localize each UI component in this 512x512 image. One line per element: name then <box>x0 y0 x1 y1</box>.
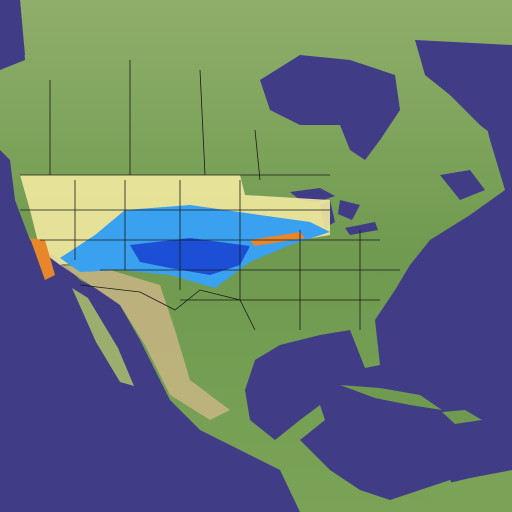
province-borders <box>49 60 261 181</box>
labrador-sea <box>415 40 512 150</box>
arctic-water <box>0 0 25 65</box>
borders <box>20 60 400 331</box>
hispaniola <box>442 410 482 424</box>
hudson-bay <box>260 55 400 160</box>
cuba <box>340 385 442 410</box>
baja-california <box>72 288 134 386</box>
gulf-of-st-lawrence <box>440 170 485 200</box>
snow-deep <box>130 238 250 275</box>
desert-southwest <box>60 265 230 420</box>
south-america <box>420 470 512 512</box>
snow-orange <box>30 232 305 280</box>
state-lines-horizontal <box>20 209 400 301</box>
